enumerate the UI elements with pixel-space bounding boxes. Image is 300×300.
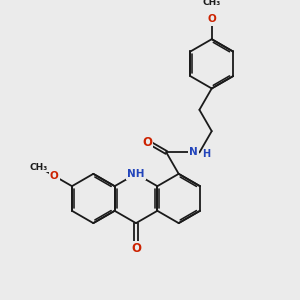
Text: O: O [131,242,141,255]
Text: N: N [189,148,198,158]
Text: NH: NH [127,169,145,179]
Text: H: H [202,149,211,159]
Text: O: O [50,171,59,181]
Text: CH₃: CH₃ [202,0,221,7]
Text: O: O [207,14,216,25]
Text: O: O [142,136,152,148]
Text: CH₃: CH₃ [30,163,48,172]
